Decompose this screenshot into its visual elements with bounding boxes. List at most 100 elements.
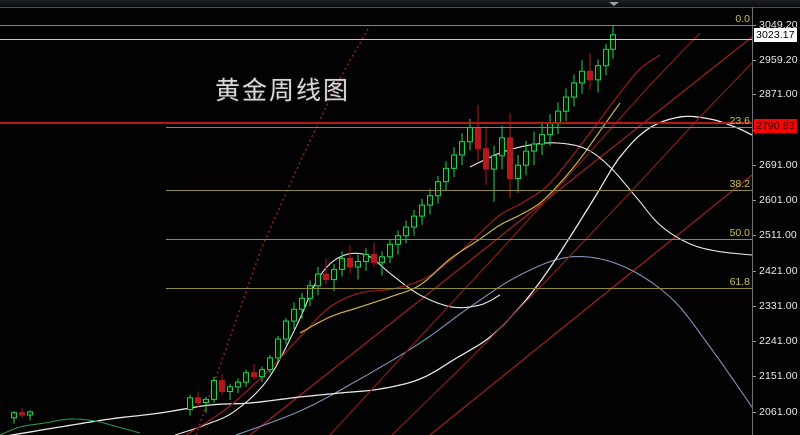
fib-line-23-6[interactable] (166, 126, 752, 128)
ma-white-long (8, 115, 752, 435)
candle-body[interactable] (219, 380, 225, 393)
fib-label-61-8: 61.8 (729, 275, 750, 288)
ma-dark-red (185, 54, 661, 435)
candle-body[interactable] (403, 226, 409, 237)
candle-body[interactable] (355, 261, 361, 268)
price-axis-label: 2871.00 (759, 88, 798, 101)
candle-body[interactable] (579, 70, 585, 84)
candle-body[interactable] (347, 257, 353, 268)
candle-body[interactable] (435, 181, 441, 197)
candle-body[interactable] (251, 372, 257, 378)
candle-body[interactable] (299, 297, 305, 310)
price-axis-label: 2331.00 (759, 299, 798, 312)
fib-label-23-6: 23.6 (729, 114, 750, 127)
candle-body[interactable] (283, 320, 289, 340)
candle-body[interactable] (563, 96, 569, 112)
price-axis-tick (753, 376, 756, 378)
candle-body[interactable] (531, 143, 537, 152)
ma-olive-short (299, 102, 621, 334)
price-axis-tick (753, 341, 756, 343)
ma-blue-lower-band (235, 255, 752, 435)
candle-body[interactable] (315, 273, 321, 287)
candle-body[interactable] (595, 65, 601, 81)
candle-body[interactable] (587, 70, 593, 81)
fib-label-0-0: 0.0 (735, 12, 750, 25)
candle-body[interactable] (227, 386, 233, 393)
price-axis-label: 2061.00 (759, 405, 798, 418)
candle-body[interactable] (459, 141, 465, 156)
candle-body[interactable] (603, 48, 609, 67)
candle-body[interactable] (235, 381, 241, 388)
alert-price-tag[interactable]: 2790.83 (754, 118, 797, 133)
upper-white-line[interactable] (0, 39, 752, 41)
bollinger-upper-left (174, 252, 501, 435)
price-axis-tick (753, 59, 756, 61)
candle-body[interactable] (419, 204, 425, 217)
price-axis-tick (753, 411, 756, 413)
last-price-tag[interactable]: 3023.17 (754, 27, 797, 42)
candle-body[interactable] (491, 155, 497, 170)
price-axis-label: 2959.20 (759, 53, 798, 66)
candle-body[interactable] (259, 369, 265, 378)
candle-body[interactable] (243, 372, 249, 383)
candle-body[interactable] (539, 134, 545, 145)
candle-body[interactable] (11, 412, 17, 419)
candle-body[interactable] (547, 123, 553, 136)
candle-body[interactable] (499, 137, 505, 157)
candle-body[interactable] (323, 273, 329, 281)
candle-body[interactable] (307, 285, 313, 299)
candle-body[interactable] (275, 338, 281, 359)
candle-body[interactable] (523, 150, 529, 166)
candle-body[interactable] (371, 253, 377, 263)
candle-body[interactable] (451, 154, 457, 169)
bollinger-upper-right (469, 142, 752, 256)
candle-body[interactable] (610, 34, 616, 50)
candle-body[interactable] (483, 148, 489, 170)
candle-body[interactable] (267, 357, 273, 371)
candle-body[interactable] (571, 82, 577, 98)
candle-body[interactable] (411, 215, 417, 228)
chart-title: 黄金周线图 (215, 76, 351, 105)
price-axis-label: 2421.00 (759, 264, 798, 277)
resistance-red-line[interactable] (0, 122, 752, 125)
candle-body[interactable] (475, 127, 481, 150)
candlestick-series (11, 25, 616, 424)
fib-line-61-8[interactable] (166, 287, 752, 289)
candle-body[interactable] (211, 380, 217, 400)
parabolic-dotted-line (195, 28, 369, 435)
fib-line-0-0[interactable] (0, 24, 752, 26)
candle-body[interactable] (203, 398, 209, 403)
window-top-divider[interactable] (0, 0, 800, 8)
left-edge-line (0, 418, 141, 435)
price-axis[interactable]: 3049.202959.202871.002781.002691.002601.… (752, 7, 800, 435)
collapse-handle[interactable] (606, 0, 622, 7)
candle-body[interactable] (427, 195, 433, 206)
price-axis-tick (753, 235, 756, 237)
candle-body[interactable] (467, 127, 473, 143)
candle-body[interactable] (379, 256, 385, 263)
candle-body[interactable] (195, 397, 201, 403)
candle-body[interactable] (443, 167, 449, 183)
fib-line-38-2[interactable] (166, 190, 752, 192)
candle-body[interactable] (19, 412, 25, 416)
candle-body[interactable] (331, 268, 337, 281)
price-axis-tick (753, 305, 756, 307)
price-axis-label: 2151.00 (759, 370, 798, 383)
candle-body[interactable] (515, 164, 521, 180)
candle-body[interactable] (339, 257, 345, 270)
chart-canvas (0, 25, 752, 435)
candle-body[interactable] (187, 397, 193, 411)
fib-label-50-0: 50.0 (729, 227, 750, 240)
candle-body[interactable] (387, 243, 393, 258)
price-axis-label: 2511.00 (759, 229, 797, 242)
chart-plot-area[interactable]: 黄金周线图 0.0 23.6 38.2 50.0 61.8 (0, 7, 752, 435)
candle-body[interactable] (27, 411, 33, 416)
fib-label-38-2: 38.2 (729, 178, 750, 191)
candle-body[interactable] (363, 253, 369, 263)
price-axis-label: 3049.20 (759, 18, 798, 31)
trend-channel-lower (429, 174, 752, 435)
candle-body[interactable] (291, 308, 297, 322)
fib-line-50-0[interactable] (166, 239, 752, 241)
candle-body[interactable] (507, 137, 513, 180)
